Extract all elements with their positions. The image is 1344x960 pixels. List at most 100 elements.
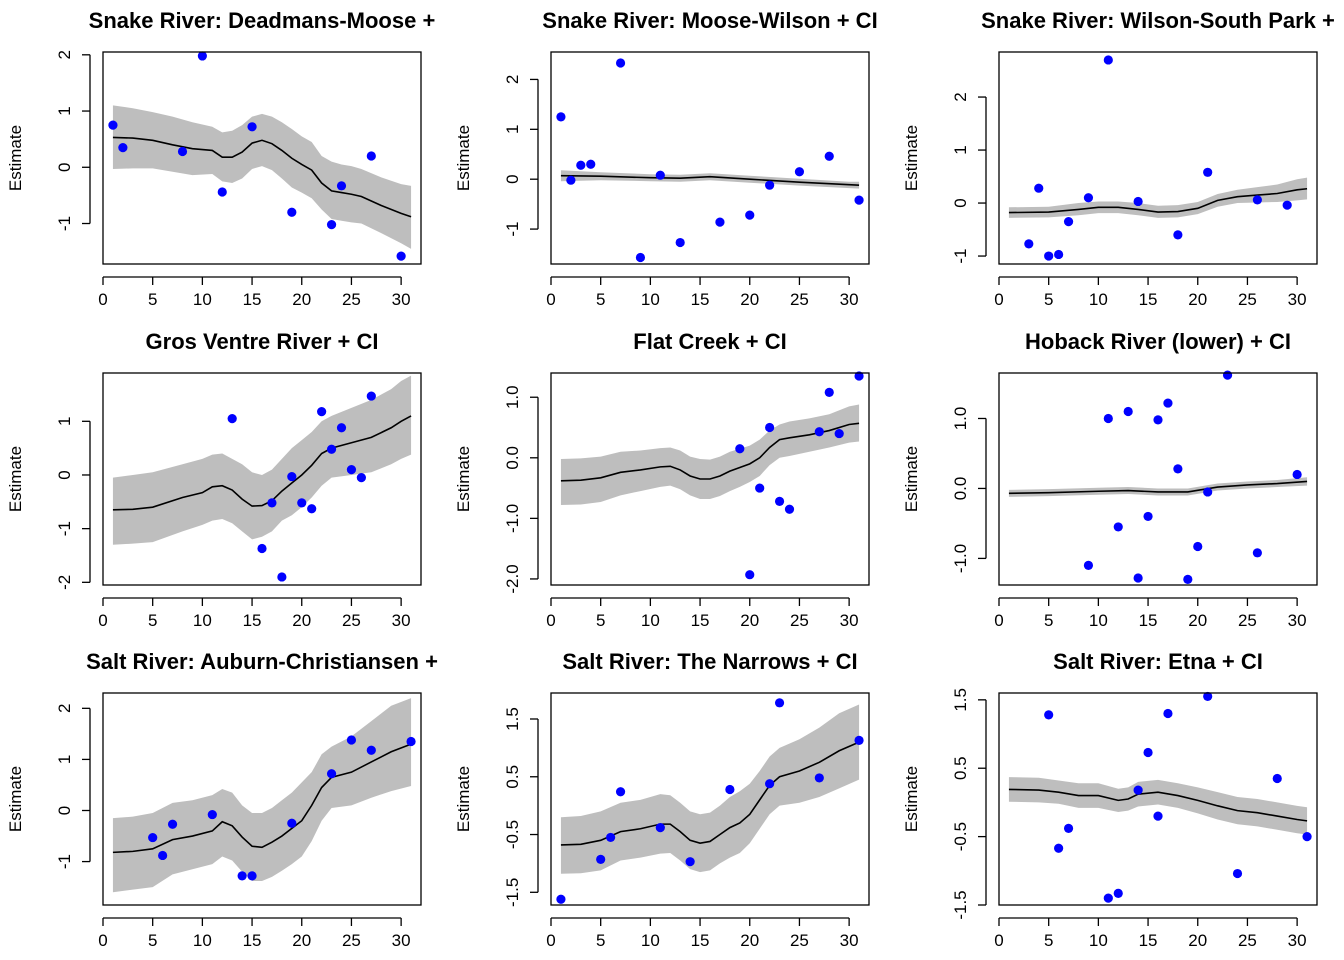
data-point <box>1133 196 1143 207</box>
data-point <box>725 784 735 795</box>
data-point <box>1173 230 1183 240</box>
y-tick-label: -1.5 <box>503 878 522 907</box>
data-point <box>177 146 188 157</box>
x-tick-label: 25 <box>342 931 361 950</box>
x-tick-label: 0 <box>994 931 1003 950</box>
data-point <box>1063 823 1074 834</box>
x-tick-label: 25 <box>1238 290 1257 309</box>
x-tick-label: 5 <box>148 931 157 950</box>
y-tick-label: -1.0 <box>951 544 970 573</box>
data-point <box>1143 747 1153 758</box>
x-tick-label: 10 <box>641 611 660 630</box>
data-point <box>307 504 317 514</box>
plot-box <box>998 372 1318 586</box>
data-point <box>287 471 297 482</box>
data-point <box>207 809 217 820</box>
data-point <box>1103 55 1113 65</box>
y-tick-label: 1 <box>503 125 522 134</box>
fit-line <box>560 174 860 186</box>
x-tick-label: 25 <box>1238 611 1257 630</box>
panel-5: Flat Creek + CI 0 5 10 15 20 25 30 -2.0 -1.0 0.0 1.… <box>454 329 870 630</box>
data-point <box>774 698 785 708</box>
data-point <box>108 120 118 130</box>
x-tick-label: 25 <box>342 611 361 630</box>
panel-title: Snake River: Deadmans-Moose + <box>89 8 436 33</box>
data-point <box>217 187 227 197</box>
data-point <box>1292 469 1302 480</box>
data-point <box>1103 893 1113 903</box>
data-point <box>336 181 347 191</box>
data-point <box>1252 548 1262 558</box>
data-point <box>1203 167 1213 177</box>
data-point <box>745 210 755 220</box>
data-point <box>406 736 416 747</box>
x-tick-label: 10 <box>641 931 660 950</box>
data-point <box>1222 370 1233 380</box>
y-tick-label: -1 <box>503 222 522 237</box>
x-tick-label: 30 <box>392 290 411 309</box>
y-tick-label: -1.5 <box>951 890 970 919</box>
x-tick-label: 20 <box>292 931 311 950</box>
data-point <box>366 151 376 161</box>
x-tick-label: 15 <box>1139 611 1158 630</box>
data-point <box>824 151 834 161</box>
fit-line <box>112 136 412 218</box>
x-tick-label: 30 <box>392 611 411 630</box>
data-point <box>287 207 297 217</box>
x-tick-label: 25 <box>1238 931 1257 950</box>
fit-line <box>560 741 860 846</box>
data-point <box>1044 251 1054 261</box>
plot-box <box>550 372 870 586</box>
plot-box <box>998 51 1318 265</box>
data-point <box>556 112 566 122</box>
data-point <box>326 220 337 230</box>
x-tick-label: 5 <box>1044 931 1053 950</box>
x-tick-label: 10 <box>193 290 212 309</box>
plot-box <box>102 372 422 586</box>
y-axis-label: Estimate <box>902 766 921 832</box>
x-tick-label: 15 <box>691 290 710 309</box>
data-point <box>277 572 287 582</box>
data-point <box>1163 708 1173 719</box>
x-tick-label: 5 <box>1044 290 1053 309</box>
panel-title: Salt River: Auburn-Christiansen + <box>86 649 438 674</box>
data-point <box>227 414 237 424</box>
fit-line <box>1008 480 1308 495</box>
panel-9: Salt River: Etna + CI 0 5 10 15 20 25 30 -1.5 -0.… <box>902 649 1318 950</box>
ci-band <box>1008 177 1308 218</box>
data-point <box>1183 574 1193 585</box>
y-axis-label: Estimate <box>6 125 25 191</box>
x-tick-label: 5 <box>596 290 605 309</box>
data-point <box>1272 773 1282 784</box>
y-tick-label: 0 <box>55 470 74 479</box>
x-tick-label: 20 <box>740 611 759 630</box>
y-tick-label: -0.5 <box>503 820 522 849</box>
y-axis-label: Estimate <box>454 125 473 191</box>
data-point <box>1282 200 1292 210</box>
data-point <box>1113 522 1123 532</box>
y-axis-label: Estimate <box>902 446 921 512</box>
data-point <box>854 735 864 745</box>
data-point <box>247 871 257 881</box>
y-tick-label: 0 <box>55 806 74 815</box>
data-point <box>257 543 267 554</box>
y-tick-label: 1.0 <box>951 407 970 431</box>
y-tick-label: 0 <box>55 163 74 172</box>
y-tick-label: 0.0 <box>951 477 970 501</box>
fit-line <box>1008 788 1308 822</box>
x-tick-label: 5 <box>1044 611 1053 630</box>
ci-band <box>560 170 860 189</box>
fit-line <box>1008 187 1308 214</box>
y-tick-label: -2 <box>55 575 74 590</box>
y-axis-label: Estimate <box>6 446 25 512</box>
data-point <box>148 832 158 843</box>
plot-box <box>550 692 870 906</box>
data-point <box>167 819 178 829</box>
ci-band <box>1008 777 1308 835</box>
data-point <box>346 735 357 745</box>
data-point <box>346 465 357 475</box>
y-tick-label: 1 <box>55 417 74 426</box>
data-point <box>1133 785 1143 795</box>
data-point <box>615 58 626 68</box>
